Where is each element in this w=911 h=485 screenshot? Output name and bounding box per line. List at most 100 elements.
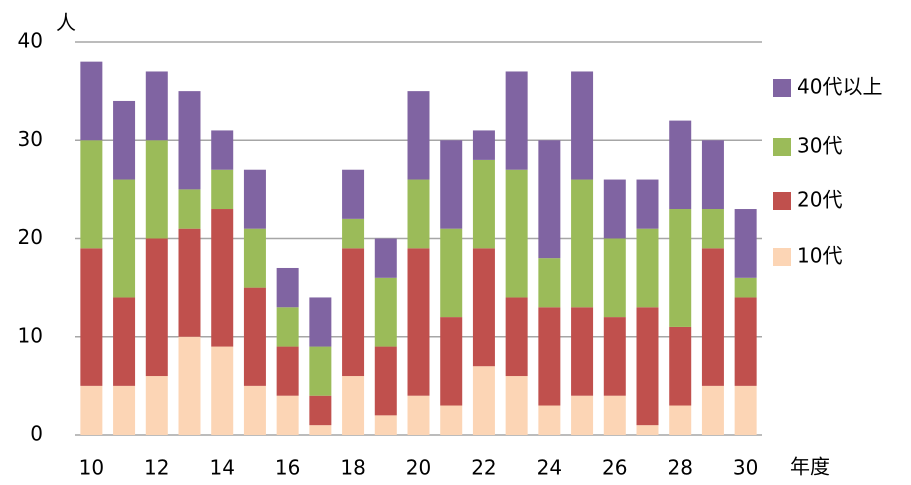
bar-segment [145,140,168,239]
x-tick-label: 22 [471,456,496,480]
bar-segment [243,169,266,229]
y-unit: 人 [56,11,76,35]
bar-segment [636,425,659,435]
bar-segment [571,307,594,396]
bar-segment [603,395,626,435]
bar-segment [701,140,724,210]
bar-segment [440,228,463,318]
legend-label: 40代以上 [797,75,882,99]
bar-segment [243,287,266,386]
bar-segment [342,218,365,249]
bar-segment [734,277,757,298]
bar-segment [571,395,594,435]
bar-segment [178,189,201,229]
legend-label: 20代 [797,188,842,212]
bar-segment [636,307,659,426]
bar-segment [505,169,528,298]
bar-segment [309,346,332,396]
bar-segment [113,100,136,180]
bar-segment [374,415,397,435]
bar-segment [701,385,724,435]
legend-swatch [773,79,791,97]
bar-segment [407,91,430,180]
bar-segment [472,366,495,435]
legend-label: 10代 [797,244,842,268]
bar-segment [113,179,136,298]
bar-segment [669,326,692,406]
bar-segment [407,395,430,435]
bar-segment [472,130,495,160]
x-tick-label: 10 [79,456,104,480]
bar-segment [374,277,397,347]
bar-segment [636,179,659,229]
bar-segment [211,130,234,170]
bar-segment [440,140,463,229]
legend-swatch [773,192,791,210]
x-axis-label: 年度 [790,455,830,479]
bar-segment [80,140,103,249]
bar-segment [571,71,594,180]
y-tick-label: 40 [18,29,43,53]
bar-segment [178,91,201,190]
bar-segment [145,376,168,435]
bar-segment [734,385,757,435]
bar-segment [309,297,332,347]
bar-segment [113,385,136,435]
bar-segment [472,159,495,249]
bar-segment [178,336,201,435]
bar-segment [309,395,332,426]
bar-segment [603,238,626,318]
bar-segment [342,376,365,435]
y-tick-label: 0 [30,422,43,446]
bar-segment [538,307,561,406]
y-tick-label: 30 [18,127,43,151]
legend-label: 30代 [797,134,842,158]
bar-segment [80,61,103,141]
bar-segment [636,228,659,308]
x-tick-label: 14 [209,456,234,480]
bar-segment [505,71,528,170]
x-tick-label: 12 [144,456,169,480]
bar-segment [342,248,365,377]
y-tick-label: 20 [18,225,43,249]
bar-segment [472,248,495,367]
x-tick-label: 26 [602,456,627,480]
legend-swatch [773,138,791,156]
bar-segment [211,209,234,347]
bar-segment [276,395,299,435]
bar-segment [440,405,463,435]
x-tick-label: 18 [340,456,365,480]
bar-segment [505,376,528,435]
bar-segment [276,346,299,396]
bar-segment [309,425,332,435]
bar-segment [145,71,168,141]
y-tick-label: 10 [18,323,43,347]
x-tick-label: 20 [406,456,431,480]
bar-segment [603,179,626,239]
bar-segment [571,179,594,308]
x-tick-label: 30 [733,456,758,480]
bar-segment [440,317,463,406]
legend-swatch [773,248,791,266]
bar-segment [211,346,234,435]
bar-segment [276,267,299,308]
bar-segment [80,248,103,386]
x-tick-label: 16 [275,456,300,480]
bar-segment [145,238,168,377]
bar-segment [80,385,103,435]
bar-segment [342,169,365,219]
bar-segment [734,209,757,278]
bar-segment [538,405,561,435]
bar-segment [276,307,299,347]
bar-segment [243,228,266,288]
bar-segment [734,297,757,386]
bar-segment [407,248,430,396]
bar-segment [669,209,692,327]
bar-segment [701,248,724,386]
bar-segment [374,238,397,278]
bar-segment [407,179,430,249]
bar-segment [701,209,724,249]
bar-segment [669,120,692,210]
bar-segment [374,346,397,416]
